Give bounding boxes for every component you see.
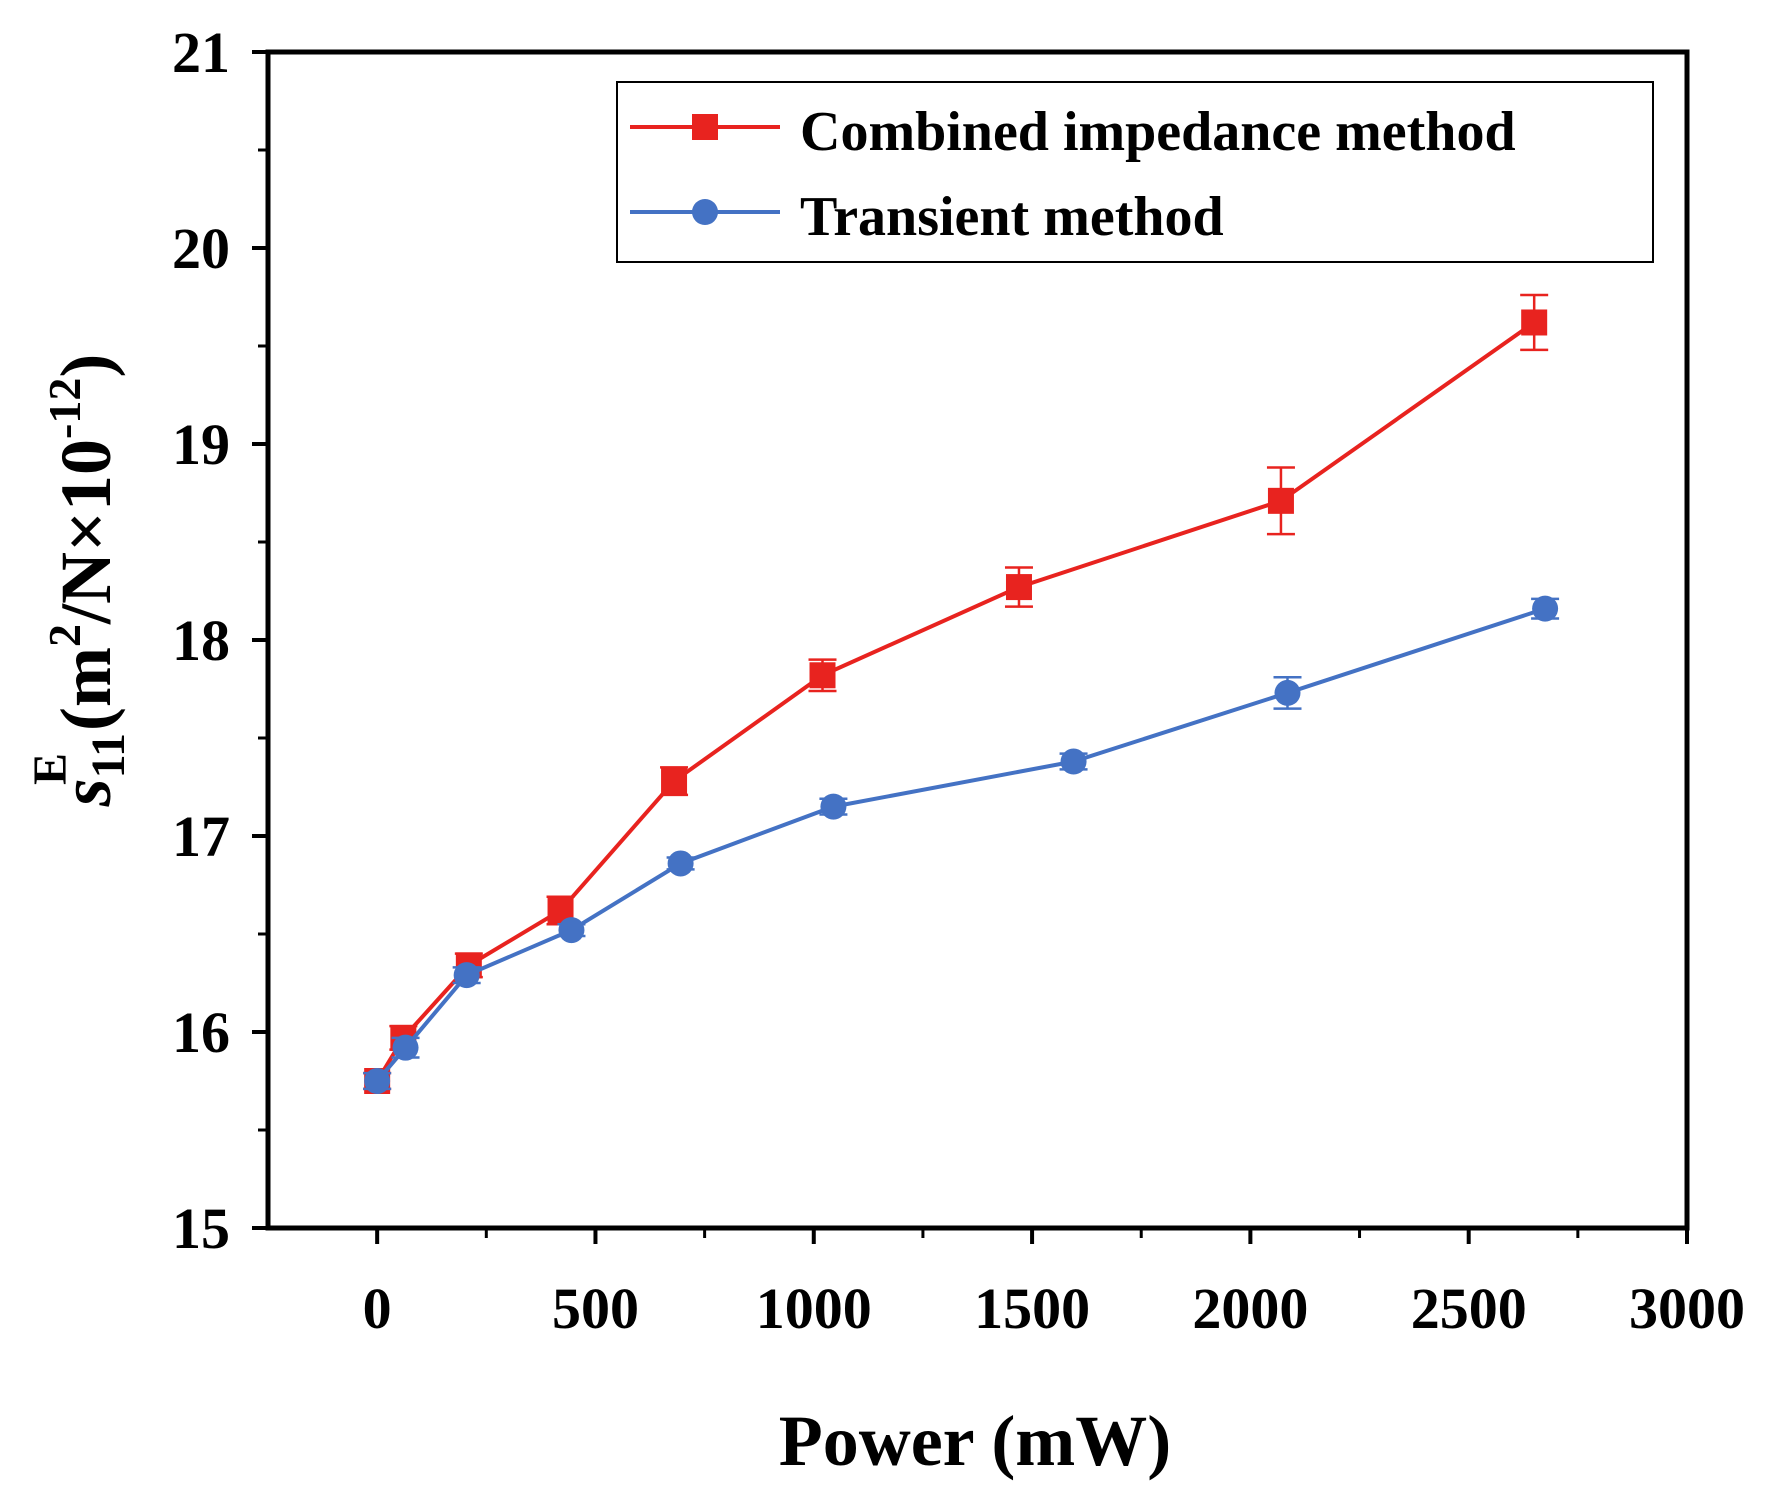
- data-point: [1267, 487, 1294, 514]
- y-axis-title: s11E (m2/N×10-12): [24, 354, 135, 808]
- legend: Combined impedance method Transient meth…: [616, 81, 1654, 263]
- x-tick-label: 2500: [1411, 1276, 1527, 1341]
- y-axis-units-suffix: ): [46, 354, 126, 378]
- data-point: [1274, 679, 1301, 706]
- y-axis-units-exp2: -12: [39, 378, 90, 439]
- data-point: [1005, 574, 1032, 601]
- legend-box: [616, 81, 1654, 263]
- y-tick-label: 16: [172, 1000, 230, 1065]
- x-tick-label: 500: [552, 1276, 639, 1341]
- data-point: [1532, 595, 1559, 622]
- y-tick-label: 18: [172, 608, 230, 673]
- y-tick-label: 20: [172, 216, 230, 281]
- data-point: [667, 850, 694, 877]
- ticks-layer: 0 500 1000 1500 2000 2500 3000 15 16 17 18 19 20 21: [172, 20, 1745, 1341]
- y-tick-label: 15: [172, 1196, 230, 1261]
- y-axis-units-exp: 2: [39, 624, 90, 647]
- data-point: [558, 917, 585, 944]
- y-tick-label: 17: [172, 804, 230, 869]
- svg-text:s11E(m2/N×10-12): s11E (m2/N×10-12): [24, 354, 135, 808]
- y-axis-superscript: E: [24, 753, 77, 785]
- legend-marker-combined: [692, 114, 718, 140]
- data-point: [392, 1034, 419, 1061]
- data-point: [364, 1068, 391, 1094]
- data-point: [809, 662, 836, 689]
- data-point: [661, 768, 688, 795]
- legend-marker-transient: [692, 199, 718, 225]
- x-tick-label: 1500: [974, 1276, 1090, 1341]
- x-tick-label: 1000: [756, 1276, 872, 1341]
- y-tick-label: 21: [172, 20, 230, 85]
- y-axis-symbol: s: [46, 778, 126, 807]
- y-axis-subscript: 11: [82, 733, 135, 778]
- series-layer: [363, 293, 1560, 1094]
- x-tick-label: 3000: [1629, 1276, 1745, 1341]
- y-axis-units-mid: /N×10: [46, 439, 126, 625]
- x-tick-label: 2000: [1192, 1276, 1308, 1341]
- legend-label-transient: Transient method: [800, 186, 1224, 248]
- data-point: [820, 793, 847, 820]
- data-point: [453, 962, 480, 989]
- data-point: [1521, 309, 1548, 336]
- x-tick-label: 0: [363, 1276, 392, 1341]
- y-axis-units-prefix: (m: [46, 647, 126, 731]
- legend-label-combined: Combined impedance method: [800, 101, 1516, 163]
- x-axis-title: Power (mW): [779, 1401, 1172, 1481]
- y-tick-label: 19: [172, 412, 230, 477]
- data-point: [1060, 748, 1087, 775]
- series-transient: [363, 595, 1560, 1094]
